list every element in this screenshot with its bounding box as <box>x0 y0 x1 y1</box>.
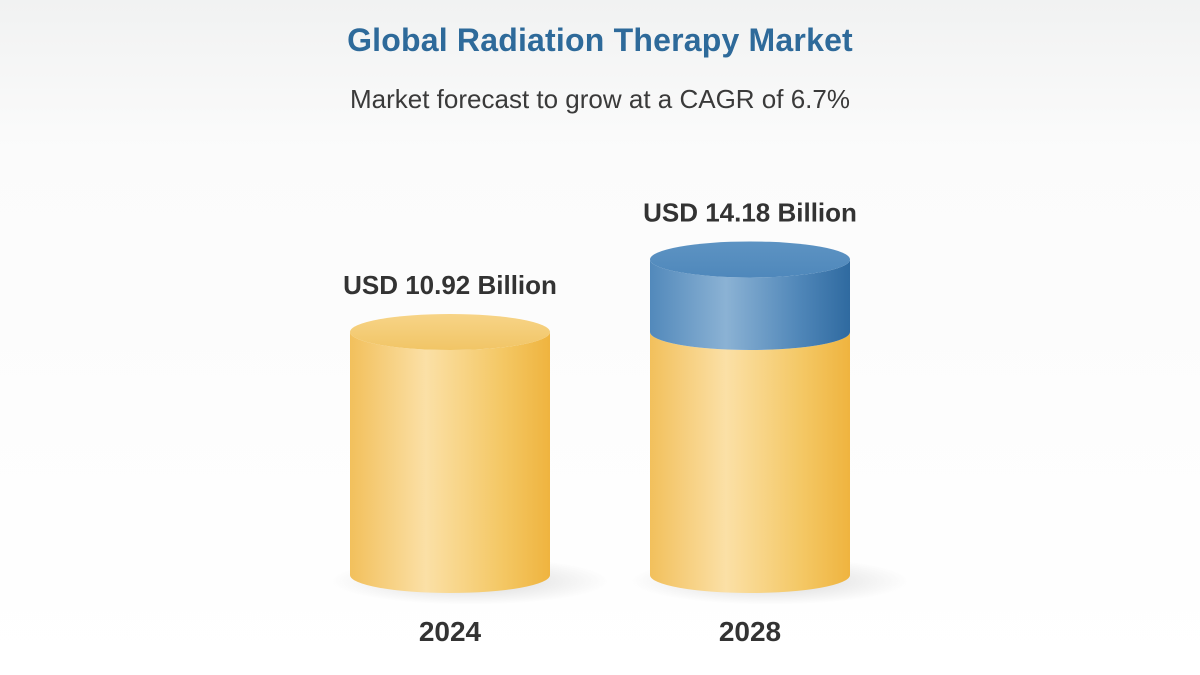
chart-subtitle: Market forecast to grow at a CAGR of 6.7… <box>350 84 850 114</box>
bar-top-cap <box>650 241 850 278</box>
bar-top-cap <box>350 314 550 350</box>
category-label: 2024 <box>419 616 482 647</box>
bar-base-segment <box>350 332 550 593</box>
data-label: USD 10.92 Billion <box>343 270 557 300</box>
bar-growth-segment <box>650 259 850 350</box>
bar-base-segment <box>650 332 850 593</box>
category-label: 2028 <box>719 616 781 647</box>
chart-title: Global Radiation Therapy Market <box>347 22 853 58</box>
data-label: USD 14.18 Billion <box>643 197 857 227</box>
